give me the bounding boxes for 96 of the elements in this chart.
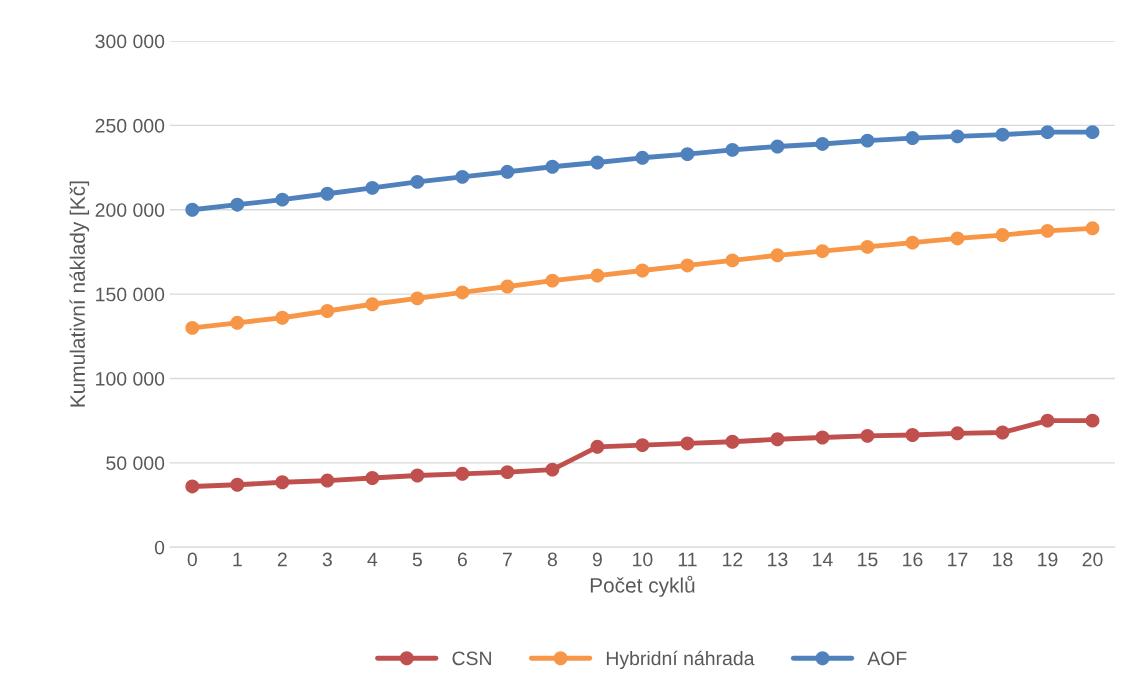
point	[455, 169, 470, 184]
point	[185, 202, 200, 217]
point	[185, 320, 200, 335]
point	[365, 180, 380, 195]
point	[590, 439, 605, 454]
point	[680, 436, 695, 451]
point	[455, 285, 470, 300]
y-tick-label: 150 000	[96, 287, 165, 302]
x-tick-label: 10	[633, 552, 653, 567]
point	[365, 297, 380, 312]
x-tick-label: 0	[187, 552, 197, 567]
legend-label: CSN	[452, 651, 491, 666]
legend-label: Hybridní náhrada	[606, 650, 755, 670]
point	[275, 310, 290, 325]
x-tick-label: 19	[1038, 552, 1058, 567]
x-tick-label: 13	[768, 552, 788, 567]
point	[410, 468, 425, 483]
y-tick-label: 50 000	[106, 456, 165, 471]
point	[770, 432, 785, 447]
x-tick-label: 4	[367, 552, 378, 567]
point	[1040, 413, 1055, 428]
x-tick-label: 9	[592, 552, 602, 567]
point	[770, 139, 785, 154]
point	[815, 244, 830, 259]
x-tick-label: 18	[993, 552, 1013, 567]
point	[635, 438, 650, 453]
y-tick-label: 0	[154, 540, 165, 555]
point	[365, 471, 380, 485]
point	[1040, 125, 1055, 140]
point	[590, 155, 605, 170]
x-tick-label: 17	[948, 552, 968, 567]
y-axis-title: Kumulativní náklady [Kč]	[69, 181, 90, 407]
point	[275, 192, 290, 207]
point	[1085, 413, 1100, 428]
point	[230, 477, 245, 492]
point	[1040, 223, 1055, 238]
point	[860, 428, 875, 443]
point	[860, 239, 875, 254]
point	[545, 462, 560, 477]
point	[680, 258, 695, 273]
point	[950, 231, 965, 246]
point	[1085, 125, 1100, 140]
point	[950, 426, 965, 441]
point	[815, 137, 830, 151]
point	[905, 131, 920, 145]
point	[455, 466, 470, 481]
point	[815, 430, 830, 445]
point	[590, 268, 605, 283]
y-tick-label: 200 000	[95, 203, 165, 217]
point	[545, 273, 560, 288]
x-tick-label: 6	[457, 552, 467, 567]
x-tick-label: 14	[813, 552, 833, 567]
point	[500, 164, 515, 179]
x-tick-label: 1	[233, 552, 242, 567]
point	[500, 279, 515, 294]
point	[185, 479, 200, 494]
x-axis-title: Počet cyklů	[590, 575, 695, 597]
x-tick-label: 15	[858, 552, 878, 567]
point	[1085, 221, 1100, 236]
point	[725, 253, 740, 268]
point	[635, 150, 650, 165]
point	[320, 186, 335, 201]
point	[275, 475, 290, 490]
point	[905, 235, 920, 250]
point	[320, 473, 335, 488]
x-tick-label: 3	[322, 552, 332, 567]
x-tick-label: 12	[723, 552, 743, 567]
point	[635, 263, 650, 278]
point	[860, 133, 875, 148]
legend-label: AOF	[867, 651, 907, 666]
x-tick-label: 20	[1082, 552, 1103, 567]
point	[905, 428, 920, 442]
x-tick-label: 2	[277, 552, 287, 567]
point	[320, 304, 335, 318]
point	[725, 142, 740, 157]
point	[500, 465, 515, 480]
x-tick-label: 8	[547, 552, 557, 567]
y-tick-label: 250 000	[95, 118, 165, 133]
point	[725, 434, 740, 449]
point	[995, 127, 1010, 142]
point	[230, 197, 245, 212]
x-tick-label: 16	[903, 552, 923, 567]
point	[545, 159, 560, 174]
point	[230, 315, 245, 330]
point	[770, 248, 785, 263]
x-tick-label: 11	[678, 552, 697, 567]
point	[995, 425, 1010, 440]
y-tick-label: 100 000	[96, 371, 165, 386]
point	[410, 174, 425, 189]
y-tick-label: 300 000	[95, 34, 165, 49]
x-tick-label: 5	[412, 552, 422, 567]
point	[680, 147, 695, 162]
point	[950, 129, 965, 144]
point	[995, 228, 1010, 243]
x-tick-label: 7	[502, 552, 512, 567]
point	[410, 291, 425, 306]
